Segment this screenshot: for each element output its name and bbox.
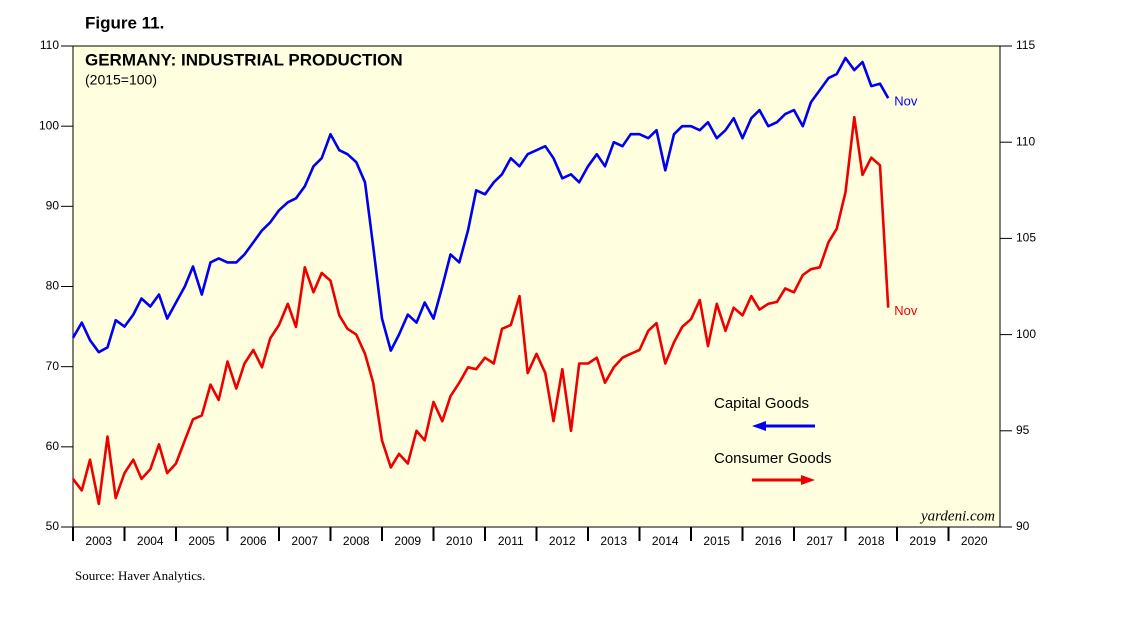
watermark: yardeni.com (919, 508, 995, 524)
x-tick-label: 2019 (909, 534, 936, 548)
x-tick-label: 2018 (858, 534, 885, 548)
end-annotation: Nov (894, 303, 918, 318)
end-annotation: Nov (894, 94, 918, 109)
series-line (71, 56, 890, 354)
x-tick-label: 2013 (600, 534, 627, 548)
legend-label: Capital Goods (714, 395, 809, 412)
x-tick-label: 2015 (703, 534, 730, 548)
y2-tick-label: 90 (1016, 519, 1030, 533)
plot-area (72, 45, 1001, 528)
x-tick-label: 2014 (652, 534, 679, 548)
x-tick-label: 2020 (961, 534, 988, 548)
x-tick-label: 2006 (240, 534, 267, 548)
y-tick-label: 60 (46, 439, 60, 453)
legend-arrowhead (801, 475, 815, 485)
x-tick-label: 2009 (394, 534, 421, 548)
y-tick-label: 70 (46, 359, 60, 373)
legend-label: Consumer Goods (714, 450, 832, 467)
y-tick-label: 110 (40, 38, 59, 52)
source: Source: Haver Analytics. (75, 568, 205, 583)
x-tick-label: 2017 (806, 534, 833, 548)
figure-label: Figure 11. (85, 13, 164, 32)
chart-subtitle: (2015=100) (85, 72, 157, 88)
y-tick-label: 90 (46, 199, 60, 213)
series-line (71, 115, 890, 506)
legend-arrowhead (752, 421, 766, 431)
y-tick-label: 50 (46, 519, 60, 533)
y2-tick-label: 110 (1016, 134, 1035, 148)
x-tick-label: 2010 (446, 534, 473, 548)
y2-tick-label: 100 (1016, 327, 1036, 341)
y2-tick-label: 115 (1016, 38, 1035, 52)
x-tick-label: 2003 (85, 534, 112, 548)
x-tick-label: 2007 (291, 534, 318, 548)
chart-title: GERMANY: INDUSTRIAL PRODUCTION (85, 50, 403, 69)
x-tick-label: 2012 (549, 534, 576, 548)
x-tick-label: 2011 (498, 534, 524, 548)
y-tick-label: 100 (39, 118, 59, 132)
y2-tick-label: 95 (1016, 423, 1030, 437)
x-tick-label: 2005 (188, 534, 215, 548)
x-tick-label: 2004 (137, 534, 164, 548)
y-tick-label: 80 (46, 279, 60, 293)
y2-tick-label: 105 (1016, 231, 1036, 245)
x-tick-label: 2008 (343, 534, 370, 548)
x-tick-label: 2016 (755, 534, 782, 548)
